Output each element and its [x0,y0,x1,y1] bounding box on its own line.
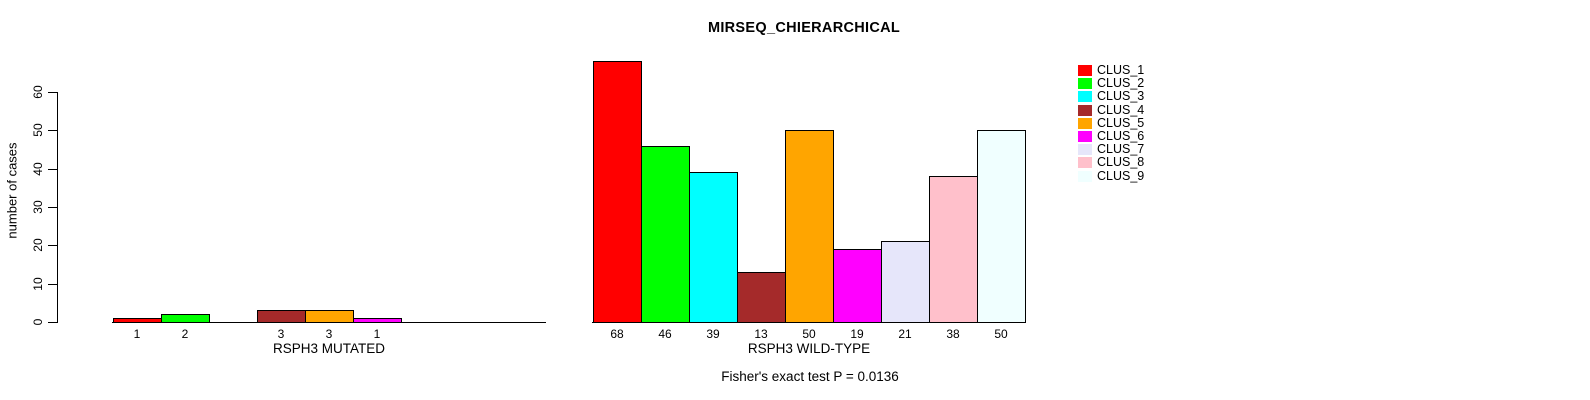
bar-value-label: 1 [133,327,141,341]
bar [305,310,354,323]
legend-label: CLUS_3 [1097,89,1145,104]
y-tick [48,169,57,170]
bar-value-label: 13 [754,327,768,341]
bar [929,176,978,323]
legend-label: CLUS_7 [1097,142,1145,157]
x-axis-panel-label: RSPH3 WILD-TYPE [747,341,871,356]
bar-value-label: 3 [325,327,333,341]
annotation-text: Fisher's exact test P = 0.0136 [721,369,899,384]
legend-row: CLUS_6 [1078,130,1144,143]
legend-row: CLUS_1 [1078,64,1144,77]
bar [113,318,162,323]
y-axis-title: number of cases [4,142,20,239]
bar-value-label: 68 [610,327,624,341]
bar [737,272,786,323]
legend-row: CLUS_8 [1078,156,1144,169]
chart-title: MIRSEQ_CHIERARCHICAL [707,20,901,36]
bar-value-label: 46 [658,327,672,341]
legend-swatch [1078,65,1092,77]
legend-label: CLUS_1 [1097,63,1145,78]
y-tick-label: 30 [31,200,45,214]
y-tick-label: 10 [31,277,45,291]
bar-value-label: 19 [850,327,864,341]
bar [785,130,834,323]
legend-swatch [1078,157,1092,169]
y-tick [48,130,57,131]
bar [161,314,210,323]
bar [881,241,930,323]
y-tick [48,92,57,93]
bar-value-label: 1 [373,327,381,341]
y-tick [48,245,57,246]
bar-value-label: 50 [802,327,816,341]
legend-swatch [1078,117,1092,129]
legend-swatch [1078,131,1092,143]
y-tick-label: 50 [31,123,45,137]
bar [593,61,642,323]
bar [977,130,1026,323]
bar [641,146,690,323]
y-tick-label: 20 [31,238,45,252]
legend-label: CLUS_5 [1097,115,1145,130]
bar [353,318,402,323]
legend-label: CLUS_9 [1097,168,1145,183]
y-tick [48,322,57,323]
y-tick-label: 60 [31,85,45,99]
bar-value-label: 2 [181,327,189,341]
legend-label: CLUS_6 [1097,129,1145,144]
legend-row: CLUS_7 [1078,143,1144,156]
y-tick [48,284,57,285]
legend-swatch [1078,104,1092,116]
legend-label: CLUS_2 [1097,76,1145,91]
x-axis-panel-label: RSPH3 MUTATED [272,341,386,356]
bar-value-label: 39 [706,327,720,341]
legend-row: CLUS_9 [1078,168,1145,183]
bar-value-label: 3 [277,327,285,341]
bar-value-label: 50 [994,327,1008,341]
y-tick-label: 40 [31,162,45,176]
legend-label: CLUS_4 [1097,102,1145,117]
bar-value-label: 38 [946,327,960,341]
legend-row: CLUS_2 [1078,77,1144,90]
legend-row: CLUS_5 [1078,115,1145,130]
legend-row: CLUS_4 [1078,102,1145,117]
bar [689,172,738,323]
bar-value-label: 21 [898,327,912,341]
legend-row: CLUS_3 [1078,90,1144,103]
legend-label: CLUS_8 [1097,155,1145,170]
legend-swatch [1078,144,1092,156]
y-tick [48,207,57,208]
bar [257,310,306,323]
bar [833,249,882,323]
y-axis-line [57,92,58,323]
legend-swatch [1078,91,1092,103]
legend-swatch [1078,170,1092,182]
legend: CLUS_1 CLUS_2 CLUS_3 CLUS_4 CLUS_5 CLUS_6 CLUS… [1078,64,1144,183]
legend-swatch [1078,78,1092,90]
y-tick-label: 0 [31,318,45,326]
